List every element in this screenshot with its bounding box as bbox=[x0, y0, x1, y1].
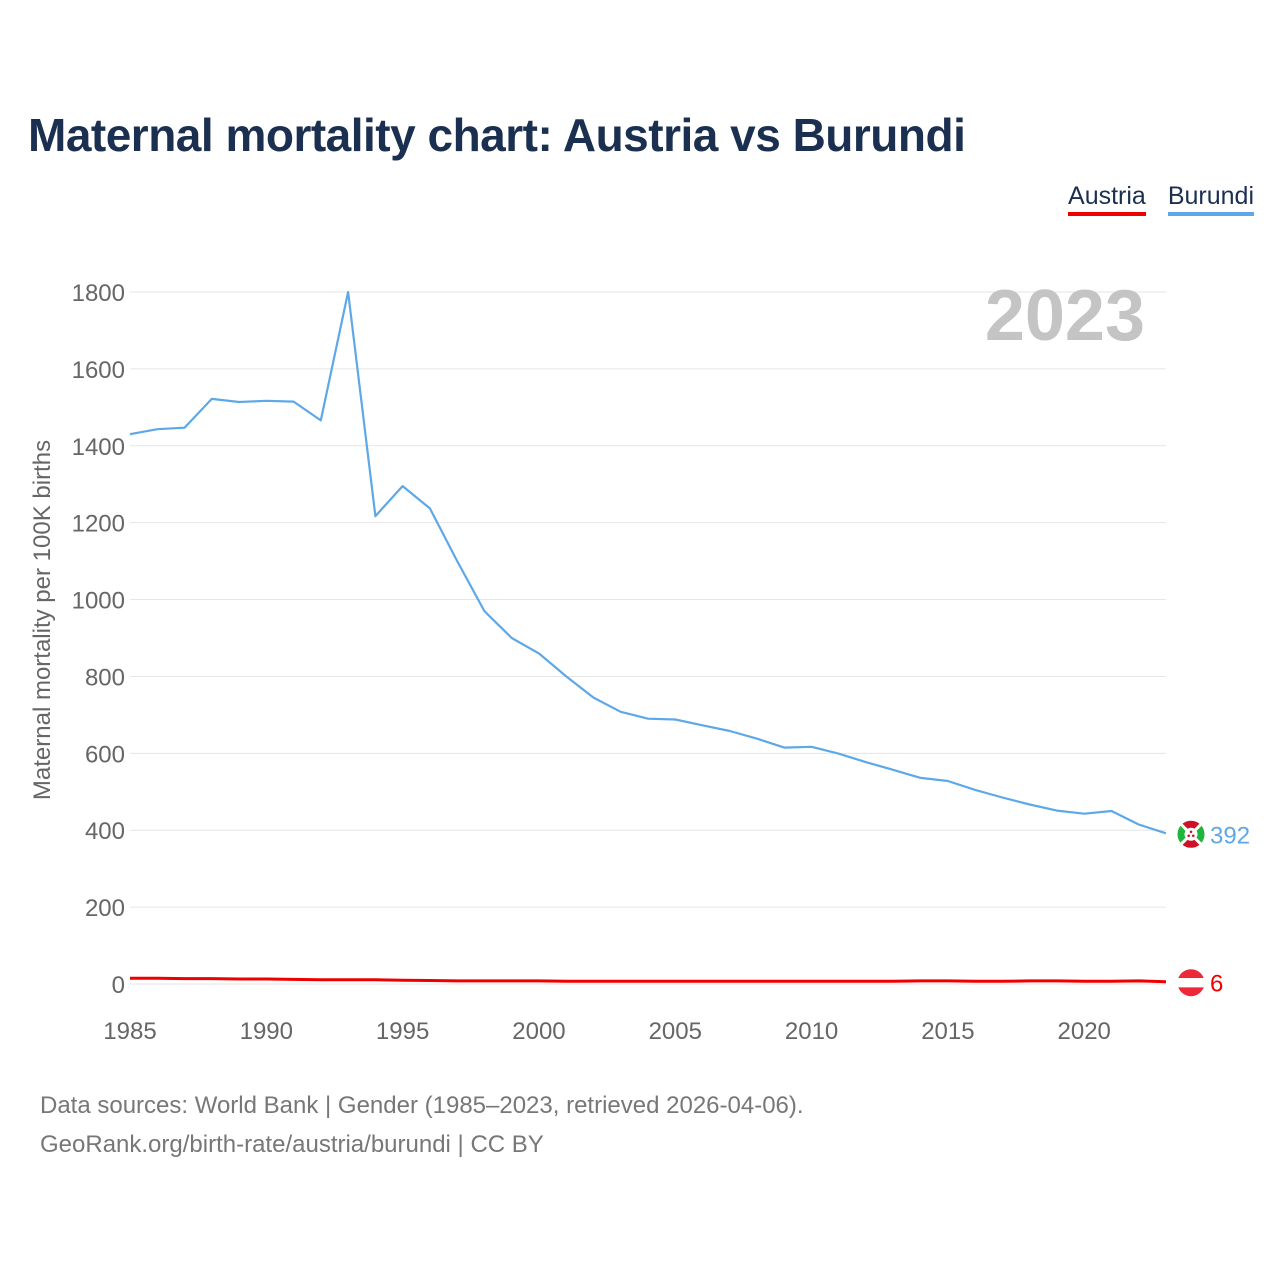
data-sources-note: Data sources: World Bank | Gender (1985–… bbox=[40, 1092, 804, 1119]
y-tick-label: 600 bbox=[85, 741, 125, 768]
license-text: | CC BY bbox=[450, 1131, 544, 1158]
end-markers: 392 6 bbox=[1176, 819, 1250, 998]
x-tick-label: 2020 bbox=[1058, 1018, 1111, 1045]
grid-lines bbox=[130, 291, 1166, 985]
x-axis-ticks: 1985 1990 1995 2000 2005 2010 2015 2020 bbox=[103, 1018, 1111, 1045]
legend-item-austria[interactable]: Austria bbox=[1068, 182, 1146, 216]
chart-legend: Austria Burundi bbox=[1068, 182, 1254, 216]
y-tick-label: 1200 bbox=[72, 511, 125, 538]
y-tick-label: 1400 bbox=[72, 434, 125, 461]
end-value-label-austria: 6 bbox=[1210, 971, 1223, 998]
attribution-line: GeoRank.org/birth-rate/austria/burundi |… bbox=[40, 1125, 804, 1164]
year-watermark: 2023 bbox=[985, 276, 1145, 356]
series-lines bbox=[129, 290, 1167, 984]
series-line-austria bbox=[130, 976, 1167, 984]
end-value-label-burundi: 392 bbox=[1210, 822, 1250, 849]
source-link[interactable]: GeoRank.org/birth-rate/austria/burundi bbox=[40, 1131, 451, 1158]
x-tick-label: 2015 bbox=[921, 1018, 974, 1045]
y-axis-ticks: 0 200 400 600 800 1000 1200 1400 1600 1800 bbox=[72, 280, 125, 999]
flag-austria-icon bbox=[1176, 968, 1206, 998]
y-tick-label: 1600 bbox=[72, 357, 125, 384]
y-tick-label: 400 bbox=[85, 818, 125, 845]
y-axis-label: Maternal mortality per 100K births bbox=[29, 440, 56, 800]
x-tick-label: 2000 bbox=[512, 1018, 565, 1045]
y-tick-label: 200 bbox=[85, 895, 125, 922]
x-tick-label: 1985 bbox=[103, 1018, 156, 1045]
x-tick-label: 2005 bbox=[649, 1018, 702, 1045]
legend-item-burundi[interactable]: Burundi bbox=[1167, 182, 1254, 216]
flag-burundi-icon bbox=[1176, 819, 1206, 849]
y-tick-label: 800 bbox=[85, 664, 125, 691]
y-tick-label: 0 bbox=[112, 972, 125, 999]
y-tick-label: 1000 bbox=[72, 588, 125, 615]
x-tick-label: 1990 bbox=[240, 1018, 293, 1045]
chart-footer: Data sources: World Bank | Gender (1985–… bbox=[40, 1086, 804, 1164]
series-line-burundi bbox=[129, 290, 1167, 835]
page-title: Maternal mortality chart: Austria vs Bur… bbox=[28, 109, 966, 161]
x-tick-label: 2010 bbox=[785, 1018, 838, 1045]
y-tick-label: 1800 bbox=[72, 280, 125, 307]
x-tick-label: 1995 bbox=[376, 1018, 429, 1045]
